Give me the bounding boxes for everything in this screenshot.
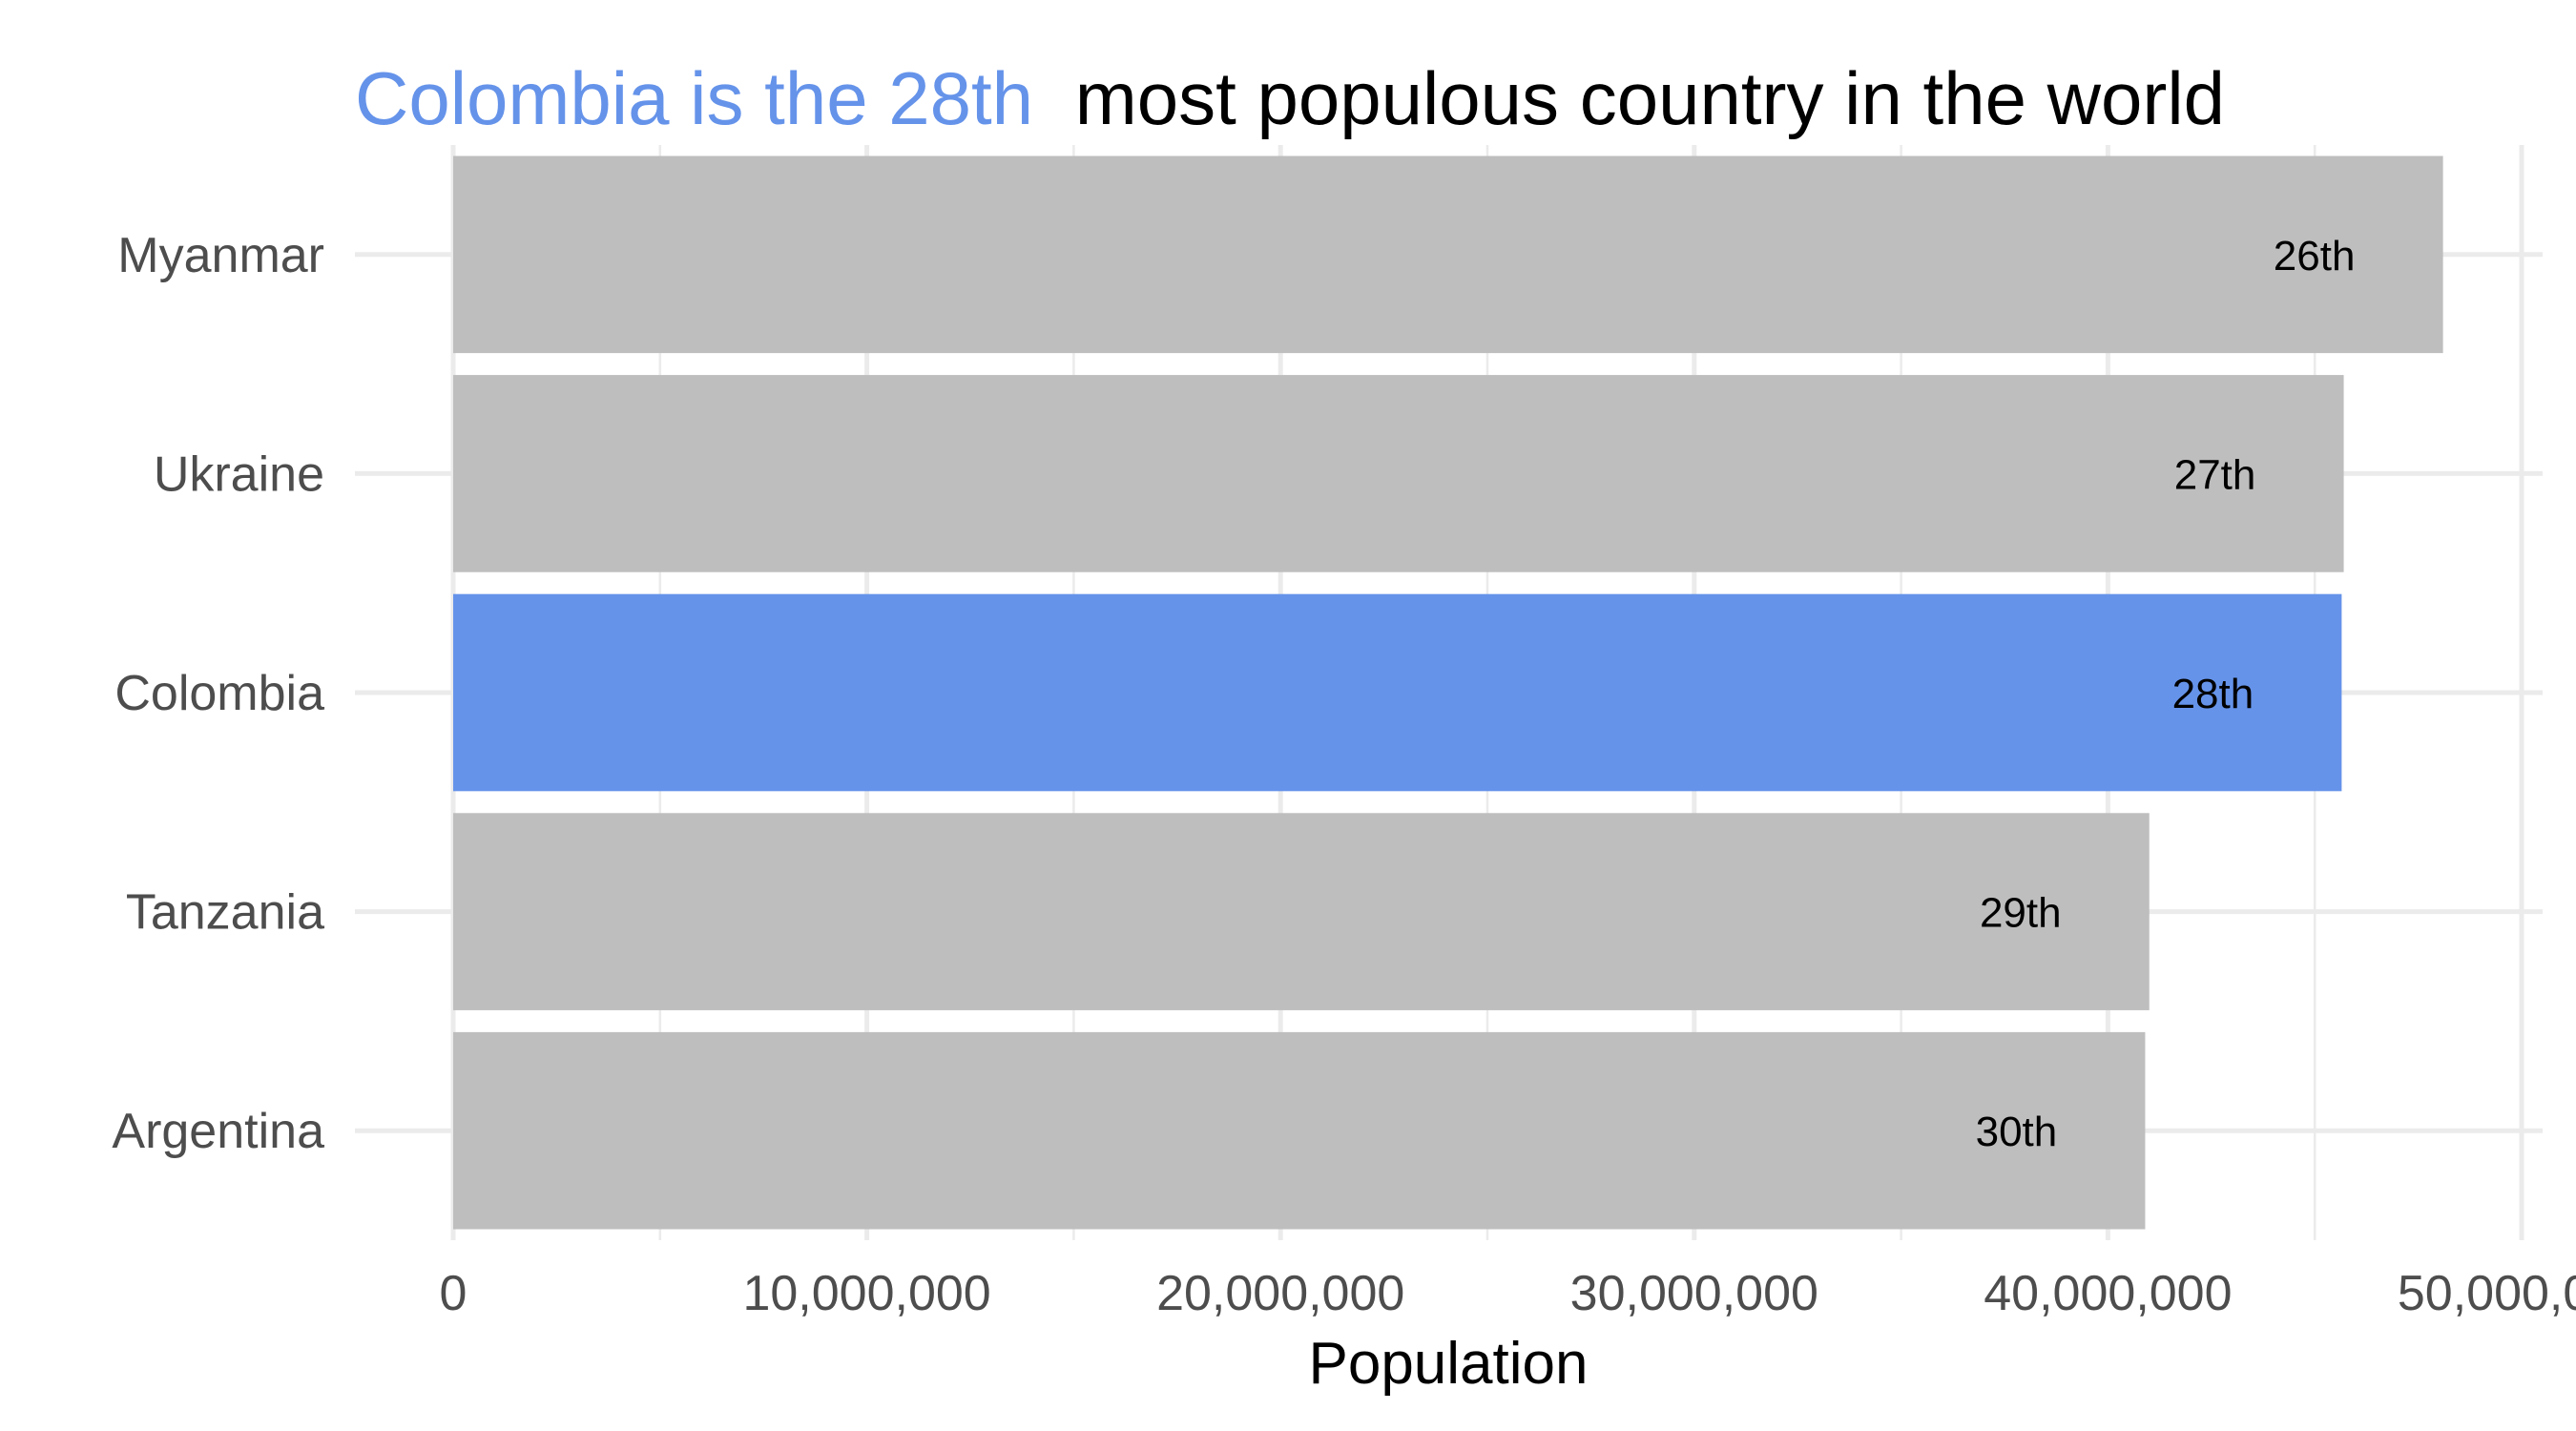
category-label-myanmar: Myanmar	[117, 228, 324, 283]
chart-title-highlight: Colombia is the 28th	[355, 56, 1033, 140]
bar-argentina	[453, 1031, 2146, 1230]
x-tick-label: 10,000,000	[742, 1266, 990, 1321]
x-tick-label: 40,000,000	[1984, 1266, 2232, 1321]
bar-tanzania	[453, 813, 2150, 1010]
category-label-tanzania: Tanzania	[126, 885, 324, 941]
bars	[453, 156, 2443, 1230]
rank-label-ukraine: 27th	[2174, 451, 2256, 498]
bar-myanmar	[453, 156, 2443, 354]
bar-ukraine	[453, 375, 2344, 572]
chart-title-rest: most populous country in the world	[1075, 56, 2225, 140]
category-label-ukraine: Ukraine	[154, 446, 324, 502]
x-tick-label: 0	[440, 1266, 467, 1321]
rank-label-myanmar: 26th	[2274, 233, 2356, 280]
x-tick-label: 20,000,000	[1156, 1266, 1404, 1321]
category-label-argentina: Argentina	[112, 1104, 324, 1159]
rank-label-colombia: 28th	[2172, 671, 2254, 717]
x-tick-label: 30,000,000	[1570, 1266, 1818, 1321]
rank-label-argentina: 30th	[1976, 1109, 2058, 1155]
bar-colombia	[453, 593, 2342, 792]
category-label-colombia: Colombia	[114, 666, 324, 721]
bar-rank-labels: 26th 27th 28th 29th 30th	[1976, 233, 2356, 1155]
x-tick-labels: 0 10,000,000 20,000,000 30,000,000 40,000,00…	[440, 1266, 2576, 1321]
x-axis-title: Population	[1308, 1331, 1588, 1397]
chart-title: Colombia is the 28th most populous count…	[355, 56, 2225, 140]
rank-label-tanzania: 29th	[1980, 890, 2062, 937]
x-tick-label: 50,000,000	[2398, 1266, 2576, 1321]
category-labels: Myanmar Ukraine Colombia Tanzania Argentina	[112, 228, 324, 1159]
